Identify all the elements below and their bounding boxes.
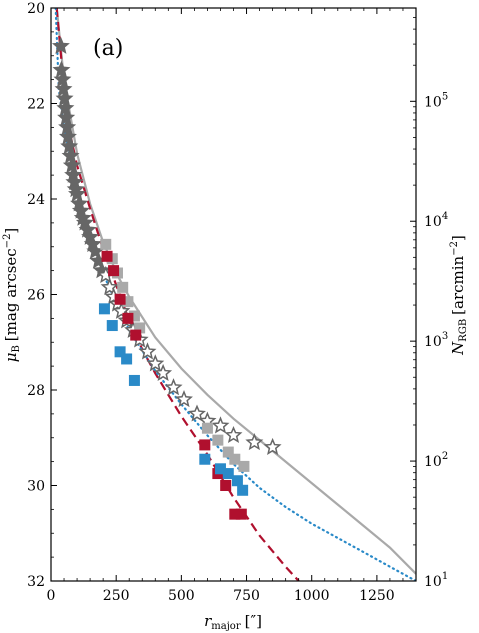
square-marker [222, 468, 234, 480]
square-marker [108, 265, 120, 277]
y-right-axis-label-sub: RGB [458, 319, 469, 342]
square-marker [238, 460, 250, 472]
x-axis-label: rmajor [″] [204, 612, 262, 632]
square-marker [199, 439, 211, 451]
square-marker [201, 422, 213, 434]
tick-base: 10 [424, 454, 442, 470]
y-left-axis-label: μB [mag arcsec−2] [2, 228, 22, 363]
y-right-tick-label: 104 [424, 211, 448, 230]
open-star-marker [188, 404, 206, 422]
tick-exponent: 1 [442, 571, 448, 582]
square-marker [229, 453, 241, 465]
y-left-axis-label-unit-pre: [mag arcsec [2, 248, 20, 341]
y-right-axis-label-unit-sup: −2 [449, 241, 460, 256]
y-right-axis-label-unit-post: ] [449, 235, 467, 241]
x-tick-label: 1250 [359, 588, 395, 604]
tick-exponent: 5 [442, 91, 448, 102]
tick-base: 10 [424, 574, 442, 590]
square-marker [122, 312, 134, 324]
y-left-tick-label: 32 [27, 574, 45, 590]
square-marker [101, 250, 113, 262]
square-marker [114, 293, 126, 305]
y-left-axis-label-unit-sup: −2 [2, 234, 13, 249]
square-marker [100, 238, 112, 250]
square-marker [122, 296, 134, 308]
square-marker [199, 453, 211, 465]
open-star-marker [224, 425, 243, 443]
square-marker [106, 320, 118, 332]
x-axis-label-unit: [″] [245, 612, 262, 630]
square-marker [231, 475, 243, 487]
square-marker [121, 353, 133, 365]
y-left-tick-label: 22 [27, 97, 45, 113]
y-left-tick-label: 30 [27, 479, 45, 495]
square-marker [117, 281, 129, 293]
x-tick-label: 250 [103, 588, 130, 604]
dashed-model-curve [55, 8, 300, 581]
y-left-tick-label: 20 [27, 1, 45, 17]
x-tick-label: 1000 [294, 588, 330, 604]
y-right-tick-label: 102 [424, 451, 448, 470]
square-marker [220, 480, 232, 491]
open-star-marker [263, 437, 282, 455]
square-marker [128, 374, 140, 386]
y-left-tick-label: 24 [27, 192, 45, 208]
square-marker [235, 508, 247, 520]
open-star-marker [164, 378, 183, 396]
y-left-axis-label-main: μ [2, 353, 20, 363]
y-left-tick-label: 26 [27, 288, 45, 304]
open-star-marker [138, 342, 157, 360]
square-marker [214, 463, 226, 475]
solid-model-curve [55, 8, 416, 575]
y-left-axis-label-sub: B [11, 345, 22, 352]
y-right-tick-label: 103 [424, 331, 448, 350]
x-tick-label: 500 [168, 588, 195, 604]
x-axis-label-main: r [204, 612, 212, 630]
tick-base: 10 [424, 334, 442, 350]
y-left-axis-label-unit-post: ] [2, 228, 20, 234]
filled-star-marker [68, 184, 87, 202]
y-right-tick-label: 101 [424, 571, 448, 590]
tick-exponent: 2 [442, 451, 448, 462]
square-marker [237, 484, 249, 496]
x-tick-label: 750 [233, 588, 260, 604]
y-left-tick-label: 28 [27, 383, 45, 399]
data-markers [51, 36, 282, 520]
square-marker [128, 310, 140, 322]
panel-label: (a) [93, 36, 123, 61]
y-right-axis-label-unit-pre: [arcmin [449, 255, 467, 314]
square-marker [229, 508, 241, 520]
y-right-tick-label: 105 [424, 91, 448, 110]
tick-exponent: 4 [442, 211, 448, 222]
x-tick-label: 0 [47, 588, 56, 604]
filled-star-marker [58, 127, 77, 145]
tick-base: 10 [424, 94, 442, 110]
open-star-marker [146, 354, 165, 372]
x-axis-label-sub: major [211, 621, 241, 632]
square-marker [130, 329, 142, 341]
square-marker [222, 446, 234, 458]
tick-base: 10 [424, 214, 442, 230]
y-right-axis-label: NRGB [arcmin−2] [449, 235, 469, 356]
y-right-axis-label-main: N [449, 341, 467, 356]
square-marker [114, 346, 126, 358]
square-marker [212, 434, 224, 446]
open-star-marker [245, 433, 264, 451]
tick-exponent: 3 [442, 331, 448, 342]
square-marker [98, 303, 110, 315]
filled-star-marker [51, 36, 70, 54]
open-star-marker [154, 363, 173, 381]
square-marker [134, 322, 146, 334]
open-star-marker [211, 416, 230, 434]
open-star-marker [174, 390, 193, 408]
